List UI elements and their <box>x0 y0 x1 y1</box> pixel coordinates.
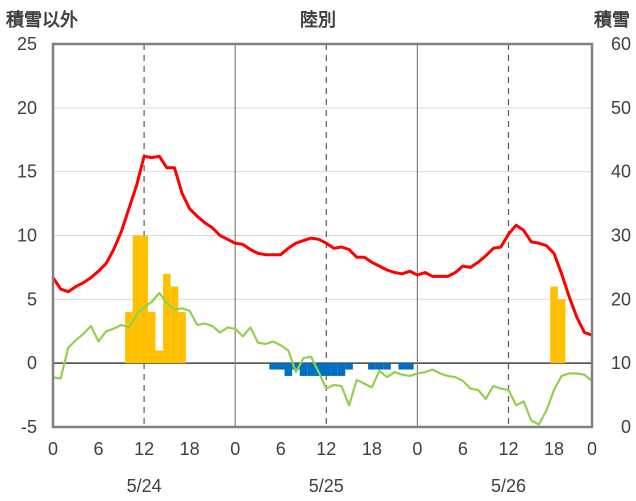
snow_depth_change-bar <box>383 363 391 370</box>
snow_depth_change-bar <box>322 363 331 376</box>
precipitation-bar <box>147 312 156 364</box>
snow_depth_change-bar <box>269 363 277 370</box>
y-left-tick-label: 0 <box>27 353 37 373</box>
left-axis-title: 積雪以外 <box>6 10 78 30</box>
y-left-tick-label: -5 <box>21 417 37 437</box>
precipitation-bar <box>550 286 558 364</box>
snow_depth_change-bar <box>368 363 376 370</box>
plot-frame <box>51 42 594 429</box>
y-right-tick-label: 10 <box>611 353 631 373</box>
x-day-label: 5/24 <box>127 476 162 496</box>
precipitation-bar <box>178 312 186 364</box>
x-tick-label: 0 <box>48 439 58 459</box>
snow_depth_change-bar <box>299 363 308 376</box>
y-right-tick-label: 60 <box>611 34 631 54</box>
x-tick-label: 6 <box>94 439 104 459</box>
y-right-tick-label: 40 <box>611 162 631 182</box>
x-tick-label: 18 <box>362 439 382 459</box>
x-day-label: 5/26 <box>491 476 526 496</box>
x-tick-label: 0 <box>230 439 240 459</box>
y-right-tick-label: 0 <box>621 417 631 437</box>
other-line <box>52 291 593 426</box>
snow_depth_change-bar <box>284 363 293 376</box>
y-left-tick-label: 20 <box>17 98 37 118</box>
chart-title: 陸別 <box>300 10 336 30</box>
x-tick-label: 18 <box>180 439 200 459</box>
x-tick-label: 12 <box>134 439 154 459</box>
y-right-tick-label: 20 <box>611 289 631 309</box>
y-right-tick-label: 50 <box>611 98 631 118</box>
y-right-tick-label: 30 <box>611 226 631 246</box>
y-left-tick-label: 25 <box>17 34 37 54</box>
x-tick-label: 18 <box>544 439 564 459</box>
precipitation-bar <box>170 286 179 364</box>
snow_depth_change-bar <box>292 363 300 370</box>
precipitation-bar <box>132 235 141 364</box>
snow_depth_change-bar <box>314 363 323 376</box>
precipitation-bar <box>163 273 171 364</box>
x-tick-label: 12 <box>498 439 518 459</box>
temperature-line <box>51 154 593 337</box>
snow_depth_change-bar <box>398 363 407 370</box>
y-left-tick-label: 10 <box>17 226 37 246</box>
snow_depth_change-bar <box>406 363 414 370</box>
snow_depth_change-bar <box>345 363 353 370</box>
x-tick-label: 0 <box>587 439 597 459</box>
x-tick-label: 6 <box>458 439 468 459</box>
snow_depth_change-bar <box>330 363 338 376</box>
x-tick-label: 0 <box>412 439 422 459</box>
y-left-tick-label: 15 <box>17 162 37 182</box>
precipitation-bar <box>557 299 566 364</box>
right-axis-title: 積雪 <box>594 10 630 30</box>
precipitation-bar <box>155 350 164 364</box>
snow_depth_change-bar <box>337 363 346 376</box>
precipitation-bar <box>125 312 133 364</box>
precipitation-bar <box>140 235 148 364</box>
y-left-tick-label: 5 <box>27 289 37 309</box>
x-tick-label: 12 <box>316 439 336 459</box>
snow_depth_change-bar <box>375 363 384 370</box>
x-tick-label: 6 <box>276 439 286 459</box>
snow_depth_change-bar <box>307 363 315 376</box>
snow_depth_change-bar <box>276 363 285 370</box>
x-day-label: 5/25 <box>309 476 344 496</box>
